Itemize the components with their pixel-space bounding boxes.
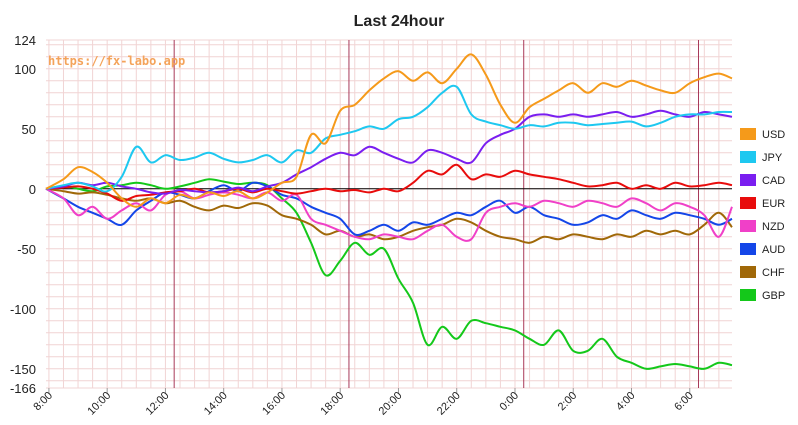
- y-tick-label: 0: [29, 182, 36, 197]
- x-axis-ticks: 8:00 10:00 12:00 14:00 16:00 18:00 20:00 22:00 0…: [31, 388, 696, 418]
- series-line-gbp: [45, 178, 733, 370]
- vertical-marker-lines: [173, 40, 700, 388]
- y-tick-label: 50: [22, 122, 36, 137]
- legend-label-nzd: NZD: [762, 221, 785, 233]
- y-tick-label: -150: [10, 362, 36, 377]
- x-tick-label: 2:00: [556, 390, 580, 414]
- y-tick-label: -166: [10, 381, 36, 396]
- x-tick-label: 16:00: [260, 390, 288, 418]
- legend-swatch-aud: [740, 243, 756, 255]
- legend-swatch-cad: [740, 174, 756, 186]
- grid: [46, 39, 732, 389]
- legend-label-eur: EUR: [762, 198, 785, 210]
- y-axis-ticks: 124 100 50 0 -50 -100 -150 -166: [10, 33, 36, 396]
- chart-title: Last 24hour: [354, 13, 445, 30]
- series-line-nzd: [45, 187, 733, 242]
- legend-swatch-nzd: [740, 220, 756, 232]
- series-line-cad: [45, 109, 733, 195]
- y-tick-label: -100: [10, 302, 36, 317]
- x-tick-label: 6:00: [672, 390, 696, 414]
- legend-swatch-eur: [740, 197, 756, 209]
- x-tick-label: 14:00: [202, 390, 230, 418]
- series-line-usd: [45, 53, 733, 208]
- y-tick-label: 124: [14, 33, 36, 48]
- x-tick-label: 22:00: [435, 390, 463, 418]
- series-line-eur: [45, 163, 733, 202]
- x-tick-label: 0:00: [497, 390, 521, 414]
- y-tick-label: 100: [14, 62, 36, 77]
- series-lines: [45, 53, 733, 370]
- watermark-text: https://fx-labo.app: [48, 54, 185, 68]
- legend-label-cad: CAD: [762, 175, 785, 187]
- legend: USD JPY CAD EUR NZD AUD CHF GBP: [740, 128, 785, 302]
- x-tick-label: 10:00: [85, 390, 113, 418]
- legend-label-chf: CHF: [762, 267, 785, 279]
- legend-label-gbp: GBP: [762, 290, 785, 302]
- legend-swatch-chf: [740, 266, 756, 278]
- series-line-jpy: [45, 84, 733, 193]
- x-tick-label: 18:00: [318, 390, 346, 418]
- legend-label-usd: USD: [762, 129, 785, 141]
- legend-label-aud: AUD: [762, 244, 785, 256]
- x-tick-label: 12:00: [144, 390, 172, 418]
- legend-label-jpy: JPY: [762, 152, 783, 164]
- legend-swatch-jpy: [740, 151, 756, 163]
- legend-swatch-gbp: [740, 289, 756, 301]
- legend-swatch-usd: [740, 128, 756, 140]
- y-tick-label: -50: [17, 242, 36, 257]
- x-tick-label: 4:00: [614, 390, 638, 414]
- x-tick-label: 20:00: [377, 390, 405, 418]
